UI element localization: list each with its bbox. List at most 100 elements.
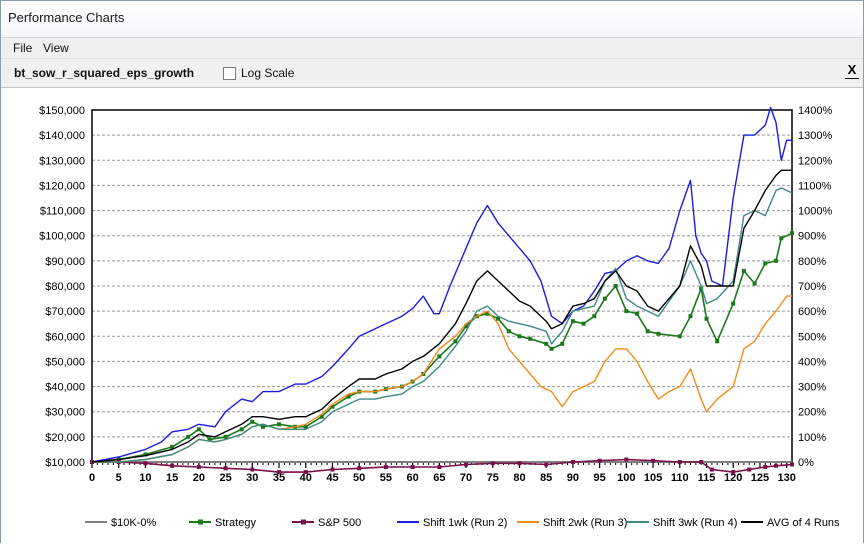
data-point — [752, 281, 757, 286]
menu-file[interactable]: File — [13, 41, 33, 55]
legend-label: AVG of 4 Runs — [767, 517, 840, 529]
data-point — [602, 296, 607, 301]
data-point — [790, 462, 794, 467]
data-point — [383, 465, 388, 470]
y2-tick-label: 1100% — [798, 180, 832, 192]
data-point — [186, 434, 191, 439]
x-tick-label: 60 — [406, 472, 418, 484]
legend-label: Shift 1wk (Run 2) — [423, 517, 507, 529]
x-tick-label: 105 — [644, 472, 662, 484]
data-point — [624, 309, 629, 314]
data-point — [437, 354, 442, 359]
series-line — [91, 169, 792, 463]
y-tick-label: $80,000 — [45, 281, 85, 293]
data-point — [170, 444, 175, 449]
data-point — [544, 341, 549, 346]
chart-area: $10,000 0% $20,000 100% $30,000 200% $40,000 30… — [1, 87, 863, 543]
data-point — [624, 457, 629, 462]
series-line — [92, 458, 793, 473]
data-point — [763, 261, 768, 266]
data-point — [143, 452, 148, 457]
data-point — [223, 434, 228, 439]
y2-tick-label: 800% — [798, 256, 826, 268]
menu-view[interactable]: View — [43, 41, 69, 55]
title-bar[interactable]: Performance Charts — [1, 1, 863, 38]
log-scale-toggle[interactable]: Log Scale — [223, 65, 294, 81]
data-point — [549, 346, 554, 351]
x-tick-label: 75 — [487, 472, 499, 484]
y2-tick-label: 400% — [798, 356, 826, 368]
x-tick-label: 90 — [567, 472, 579, 484]
data-point — [319, 414, 324, 419]
data-point — [731, 470, 736, 475]
data-point — [260, 424, 265, 429]
x-tick-label: 25 — [219, 472, 231, 484]
y-tick-label: $70,000 — [45, 306, 85, 318]
data-point — [635, 311, 640, 316]
data-point — [773, 463, 778, 468]
chart-toolbar: bt_sow_r_squared_eps_growth Log Scale X — [1, 59, 863, 86]
data-point — [592, 314, 597, 319]
x-tick-label: 30 — [246, 472, 258, 484]
y2-tick-label: 1000% — [798, 206, 832, 218]
log-scale-checkbox[interactable] — [223, 66, 236, 80]
data-point — [250, 467, 255, 472]
data-point — [645, 329, 650, 334]
data-point — [464, 462, 469, 467]
y-tick-label: $20,000 — [45, 432, 85, 444]
data-point — [485, 311, 490, 316]
x-tick-label: 70 — [460, 472, 472, 484]
data-point — [677, 334, 682, 339]
x-tick-label: 55 — [380, 472, 392, 484]
data-point — [747, 467, 752, 472]
data-point — [741, 268, 746, 273]
x-tick-label: 120 — [724, 472, 742, 484]
legend-label: Shift 3wk (Run 4) — [653, 517, 737, 529]
data-point — [699, 460, 704, 464]
close-chart-button[interactable]: X — [845, 62, 859, 79]
y-tick-label: $100,000 — [39, 231, 85, 243]
y-tick-label: $150,000 — [39, 105, 85, 117]
data-point — [763, 465, 768, 470]
y2-tick-label: 500% — [798, 331, 826, 343]
y-tick-label: $90,000 — [45, 256, 85, 268]
y2-tick-label: 700% — [798, 281, 826, 293]
log-scale-label[interactable]: Log Scale — [241, 66, 295, 80]
x-tick-label: 130 — [777, 472, 795, 484]
data-point — [597, 458, 602, 463]
data-point — [303, 470, 308, 475]
x-tick-label: 125 — [751, 472, 769, 484]
data-point — [560, 341, 565, 346]
legend-marker — [301, 519, 306, 525]
data-point — [223, 466, 228, 471]
series-line — [91, 106, 792, 463]
data-point — [496, 316, 501, 321]
data-point — [170, 463, 175, 468]
data-point — [731, 301, 736, 306]
data-point — [613, 284, 618, 288]
chart-name-label: bt_sow_r_squared_eps_growth — [14, 66, 195, 80]
data-point — [464, 324, 469, 329]
data-point — [490, 461, 495, 466]
y-tick-label: $30,000 — [45, 407, 85, 419]
y2-tick-label: 600% — [798, 306, 826, 318]
x-tick-label: 10 — [139, 472, 151, 484]
y2-tick-label: 1400% — [798, 105, 832, 117]
data-point — [196, 465, 201, 470]
data-point — [779, 236, 784, 241]
y-tick-label: $40,000 — [45, 382, 85, 394]
data-point — [239, 427, 244, 432]
data-point — [570, 319, 575, 324]
data-point — [346, 394, 351, 399]
data-point — [773, 258, 778, 263]
x-tick-label: 95 — [594, 472, 606, 484]
data-point — [704, 316, 709, 321]
x-tick-label: 40 — [300, 472, 312, 484]
x-tick-label: 65 — [433, 472, 445, 484]
legend-label: S&P 500 — [318, 517, 361, 529]
y2-tick-label: 100% — [798, 432, 826, 444]
x-tick-label: 5 — [116, 472, 122, 484]
y-tick-label: $140,000 — [39, 130, 85, 142]
x-tick-label: 15 — [166, 472, 178, 484]
